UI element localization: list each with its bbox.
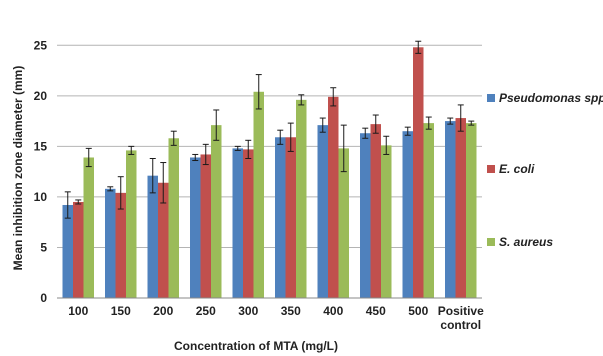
bar xyxy=(243,149,254,298)
bar xyxy=(232,148,243,298)
x-tick-label-line: 500 xyxy=(408,304,428,318)
x-tick-label-line: 450 xyxy=(366,304,386,318)
bar xyxy=(338,148,349,298)
legend-label: Pseudomonas spp. xyxy=(499,91,603,105)
bar xyxy=(275,137,286,298)
bar xyxy=(83,157,94,298)
bar xyxy=(360,133,371,298)
x-tick-label-line: 300 xyxy=(238,304,258,318)
legend-swatch xyxy=(487,94,495,102)
x-tick-label-line: 150 xyxy=(111,304,131,318)
legend-label: S. aureus xyxy=(499,235,553,249)
bar xyxy=(147,175,158,298)
legend-label: E. coli xyxy=(499,162,535,176)
bar xyxy=(105,188,116,298)
bar xyxy=(211,125,222,298)
bar xyxy=(466,123,477,298)
bar xyxy=(73,201,84,298)
x-tick-label-line: control xyxy=(440,318,481,332)
x-tick-label: 150 xyxy=(111,304,131,318)
x-tick-label: 500 xyxy=(408,304,428,318)
y-tick-label: 20 xyxy=(34,89,48,103)
y-axis-title: Mean inhibition zone diameter (mm) xyxy=(11,66,25,271)
bar xyxy=(370,124,381,299)
bars xyxy=(62,47,477,299)
x-tick-label-line: 100 xyxy=(68,304,88,318)
bar xyxy=(126,150,137,298)
x-tick-label-line: 200 xyxy=(153,304,173,318)
x-tick-label-line: 400 xyxy=(323,304,343,318)
y-tick-label: 15 xyxy=(34,139,48,153)
bar xyxy=(423,123,434,298)
bar xyxy=(402,131,413,298)
bar xyxy=(296,99,307,298)
x-tick-label: Positive control xyxy=(438,304,484,332)
x-tick-label: 350 xyxy=(281,304,301,318)
bar xyxy=(413,47,424,299)
legend-swatch xyxy=(487,165,495,173)
bar xyxy=(455,118,466,298)
bar xyxy=(62,204,73,298)
y-tick-label: 0 xyxy=(40,291,47,305)
bar xyxy=(317,125,328,298)
y-tick-label: 5 xyxy=(40,240,47,254)
bar xyxy=(115,192,126,298)
x-tick-label-line: Positive xyxy=(438,304,484,318)
bar xyxy=(190,157,201,298)
y-tick-labels: 0 5 10 15 20 25 xyxy=(34,38,48,305)
error-bars xyxy=(64,40,475,219)
x-tick-label: 200 xyxy=(153,304,173,318)
x-tick-label: 400 xyxy=(323,304,343,318)
bar xyxy=(445,121,456,298)
x-tick-label: 250 xyxy=(196,304,216,318)
bar xyxy=(158,182,169,298)
y-tick-label: 25 xyxy=(34,38,48,52)
x-tick-label: 450 xyxy=(366,304,386,318)
bar xyxy=(285,137,296,298)
bar xyxy=(328,96,339,298)
bar xyxy=(253,91,264,299)
x-tick-label: 100 xyxy=(68,304,88,318)
legend-swatch xyxy=(487,238,495,246)
x-tick-label-line: 350 xyxy=(281,304,301,318)
y-tick-label: 10 xyxy=(34,190,48,204)
x-tick-label-line: 250 xyxy=(196,304,216,318)
x-tick-label: 300 xyxy=(238,304,258,318)
bar xyxy=(381,145,392,298)
x-tick-labels: 100 150 200 250 300 350 400 450 500 Positive contr… xyxy=(68,304,484,332)
legend: Pseudomonas spp. E. coli S. aureus xyxy=(487,91,603,249)
bar xyxy=(168,138,179,298)
bar xyxy=(200,154,211,298)
x-axis-title: Concentration of MTA (mg/L) xyxy=(174,339,338,353)
